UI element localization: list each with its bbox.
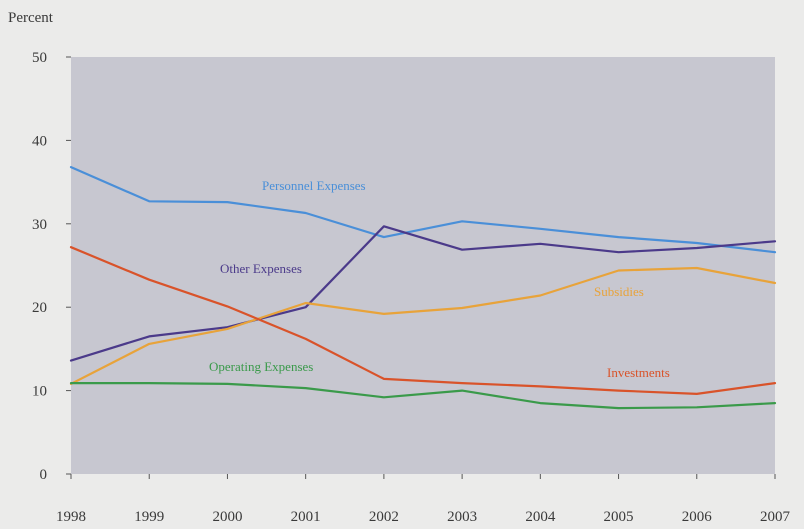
- y-axis-unit-label: Percent: [8, 10, 54, 26]
- series-line-subsidies: [69, 266, 777, 385]
- series-layer: [69, 166, 777, 410]
- plot-area: [71, 57, 775, 474]
- x-tick-label: 1998: [56, 509, 86, 525]
- series-line-investments: [69, 246, 777, 395]
- x-tick-label: 2000: [212, 509, 242, 525]
- series-labels: Personnel Expenses Other Expenses Subsidie…: [209, 178, 670, 380]
- series-label-investments: Investments: [607, 365, 670, 380]
- series-label-operating-expenses: Operating Expenses: [209, 359, 313, 374]
- x-tick-label: 2005: [604, 509, 634, 525]
- y-tick-label: 10: [32, 384, 47, 400]
- y-tick-label: 50: [32, 50, 47, 66]
- x-tick-label: 2001: [291, 509, 321, 525]
- x-tick-label: 2007: [760, 509, 791, 525]
- x-tick-label: 2004: [525, 509, 556, 525]
- y-tick-label: 40: [32, 133, 47, 149]
- series-label-other-expenses: Other Expenses: [220, 261, 302, 276]
- x-tick-label: 1999: [134, 509, 164, 525]
- series-line-operating-expenses: [69, 382, 777, 410]
- series-label-personnel-expenses: Personnel Expenses: [262, 178, 366, 193]
- y-axis: 0 10 20 30 40 50: [32, 50, 71, 483]
- x-tick-label: 2002: [369, 509, 399, 525]
- y-tick-label: 0: [40, 467, 48, 483]
- y-tick-label: 30: [32, 217, 47, 233]
- x-axis: 1998 1999 2000 2001 2002 2003 2004 2005 2006 2007: [56, 474, 791, 525]
- series-line-other-expenses: [69, 225, 777, 362]
- series-line-personnel-expenses: [69, 166, 777, 254]
- series-label-subsidies: Subsidies: [594, 284, 644, 299]
- x-tick-label: 2003: [447, 509, 477, 525]
- y-tick-label: 20: [32, 300, 47, 316]
- x-tick-label: 2006: [682, 509, 713, 525]
